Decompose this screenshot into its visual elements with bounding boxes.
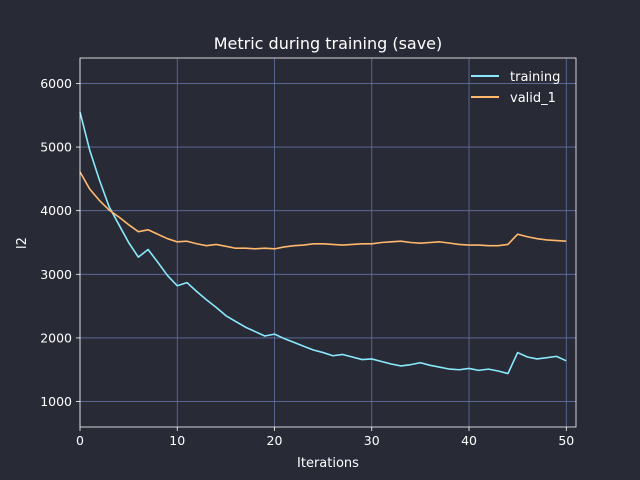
series-layer [79, 111, 567, 375]
y-tick-label-2000: 2000 [40, 330, 72, 345]
legend: training valid_1 [471, 70, 560, 106]
x-axis-label: Iterations [297, 456, 359, 471]
y-tick-label-3000: 3000 [40, 267, 72, 282]
series-line-training [79, 111, 567, 375]
legend-label-training: training [510, 70, 560, 85]
x-tick-label-10: 10 [169, 433, 185, 448]
plot-frame [79, 57, 577, 428]
y-tick-label-1000: 1000 [40, 394, 72, 409]
x-tick-label-30: 30 [364, 433, 380, 448]
x-tick-label-40: 40 [461, 433, 477, 448]
x-tick-label-50: 50 [558, 433, 574, 448]
chart-title: Metric during training (save) [214, 34, 443, 53]
series-line-valid_1 [79, 171, 567, 250]
y-tick-label-5000: 5000 [40, 140, 72, 155]
y-axis-label: l2 [15, 237, 30, 249]
axes [79, 57, 577, 428]
ticks: 0 10 20 30 40 50 1000 2000 3000 4000 5000 6000 [40, 76, 574, 448]
y-tick-label-4000: 4000 [40, 203, 72, 218]
x-tick-label-0: 0 [76, 433, 84, 448]
legend-label-valid_1: valid_1 [510, 91, 556, 106]
y-tick-label-6000: 6000 [40, 76, 72, 91]
x-tick-label-20: 20 [267, 433, 283, 448]
